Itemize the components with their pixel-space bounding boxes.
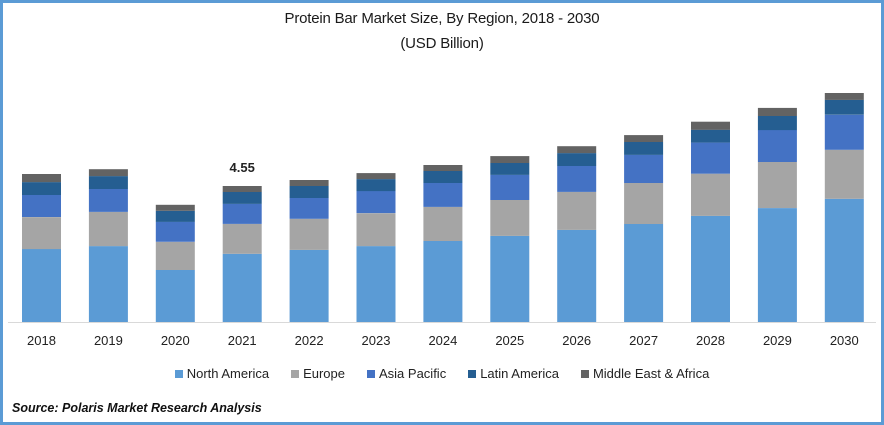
bar-segment-europe-2019 [88,212,128,247]
bar-segment-middle-east-africa-2028 [691,121,730,130]
bar-segment-north-america-2022 [289,249,329,322]
bar-segment-latin-america-2022 [289,186,329,198]
bar-segment-europe-2020 [155,241,195,270]
bar-segment-latin-america-2020 [155,210,195,222]
bar-segment-middle-east-africa-2018 [22,174,61,183]
x-tick-label: 2023 [362,333,391,348]
bar-segment-north-america-2029 [757,208,797,322]
legend-label: North America [186,366,270,381]
bar-segment-europe-2021 [222,223,262,254]
bar-segment-latin-america-2029 [757,116,797,131]
chart-title: Protein Bar Market Size, By Region, 2018… [284,10,600,27]
bar-segment-latin-america-2018 [22,182,61,195]
bar-segment-asia-pacific-2018 [22,194,61,217]
bar-segment-north-america-2028 [691,215,730,322]
bar-segment-latin-america-2021 [222,191,262,204]
bar-segment-middle-east-africa-2021 [222,186,262,192]
bar-segment-europe-2023 [356,213,396,247]
bar-segment-asia-pacific-2027 [624,154,664,183]
bar-segment-middle-east-africa-2024 [423,165,463,171]
bar-segment-asia-pacific-2024 [423,183,463,207]
legend-label: Asia Pacific [379,366,447,381]
bar-segment-asia-pacific-2023 [356,191,396,214]
bar-segment-middle-east-africa-2019 [88,169,128,177]
bar-segment-europe-2018 [22,217,61,250]
bar-segment-asia-pacific-2030 [824,114,864,150]
x-tick-label: 2020 [161,333,190,348]
bar-segment-europe-2029 [757,162,797,208]
x-tick-label: 2018 [27,333,56,348]
legend-item-asia-pacific: Asia Pacific [367,366,446,381]
bar-segment-north-america-2030 [824,198,864,322]
bar-segment-middle-east-africa-2025 [490,156,530,163]
bar-segment-asia-pacific-2029 [757,130,797,162]
legend-label: Europe [303,366,345,381]
x-tick-label: 2021 [228,333,257,348]
x-tick-label: 2024 [428,333,457,348]
bar-segment-europe-2024 [423,206,463,241]
bar-segment-europe-2030 [824,149,864,199]
bar-segment-middle-east-africa-2022 [289,180,329,186]
x-tick-label: 2030 [830,333,859,348]
bar-segment-middle-east-africa-2023 [356,173,396,180]
source-note: Source: Polaris Market Research Analysis [12,401,262,415]
x-tick-label: 2025 [495,333,524,348]
legend-label: Middle East & Africa [592,366,710,381]
legend-label: Latin America [480,366,559,381]
x-tick-label: 2019 [94,333,123,348]
bar-segment-europe-2026 [557,191,597,230]
legend-swatch [291,369,300,378]
bar-segment-north-america-2025 [490,235,530,322]
bar-segment-asia-pacific-2019 [88,188,128,212]
bar-segment-north-america-2018 [22,249,61,322]
bar-segment-latin-america-2023 [356,179,396,192]
bar-segment-asia-pacific-2028 [691,142,730,174]
legend-item-north-america: North America [174,366,270,381]
bar-segment-europe-2027 [624,183,664,224]
legend: North America Europe Asia Pacific Latin Ame… [0,366,884,381]
bar-segment-latin-america-2028 [691,129,730,143]
bar-segment-europe-2022 [289,218,329,250]
bar-segment-asia-pacific-2026 [557,165,597,192]
bar-segment-north-america-2021 [222,253,262,322]
bar-segment-latin-america-2024 [423,171,463,183]
legend-swatch [468,369,477,378]
legend-item-middle-east-africa: Middle East & Africa [580,366,710,381]
legend-swatch [174,369,183,378]
bar-segment-europe-2025 [490,200,530,236]
bar-segment-asia-pacific-2022 [289,197,329,219]
bar-segment-latin-america-2026 [557,153,597,166]
data-label-2021: 4.55 [230,160,255,175]
bar-segment-europe-2028 [691,173,730,216]
x-tick-label: 2026 [562,333,591,348]
bar-segment-asia-pacific-2025 [490,174,530,200]
bar-segment-north-america-2023 [356,246,396,322]
bar-segment-latin-america-2019 [88,176,128,189]
bar-segment-north-america-2027 [624,223,664,322]
x-tick-label: 2022 [295,333,324,348]
legend-item-latin-america: Latin America [468,366,559,381]
legend-item-europe: Europe [291,366,345,381]
bar-segment-latin-america-2030 [824,99,864,115]
bar-segment-middle-east-africa-2027 [624,135,664,142]
bar-segment-north-america-2024 [423,241,463,322]
bar-segment-latin-america-2027 [624,142,664,155]
bar-segment-middle-east-africa-2029 [757,107,797,116]
bar-segment-asia-pacific-2020 [155,221,195,242]
bar-segment-asia-pacific-2021 [222,203,262,224]
legend-swatch [367,369,375,378]
bar-segment-north-america-2020 [155,270,195,322]
bar-segment-north-america-2026 [557,229,597,322]
bar-segment-north-america-2019 [88,246,128,322]
x-tick-label: 2027 [629,333,658,348]
bar-segment-middle-east-africa-2030 [824,93,864,100]
legend-swatch [580,369,589,378]
bar-segment-middle-east-africa-2026 [557,146,597,154]
bar-segment-middle-east-africa-2020 [155,204,195,211]
bar-segment-latin-america-2025 [490,162,530,175]
x-tick-label: 2029 [763,333,792,348]
chart-subtitle: (USD Billion) [400,35,484,52]
x-tick-label: 2028 [696,333,725,348]
